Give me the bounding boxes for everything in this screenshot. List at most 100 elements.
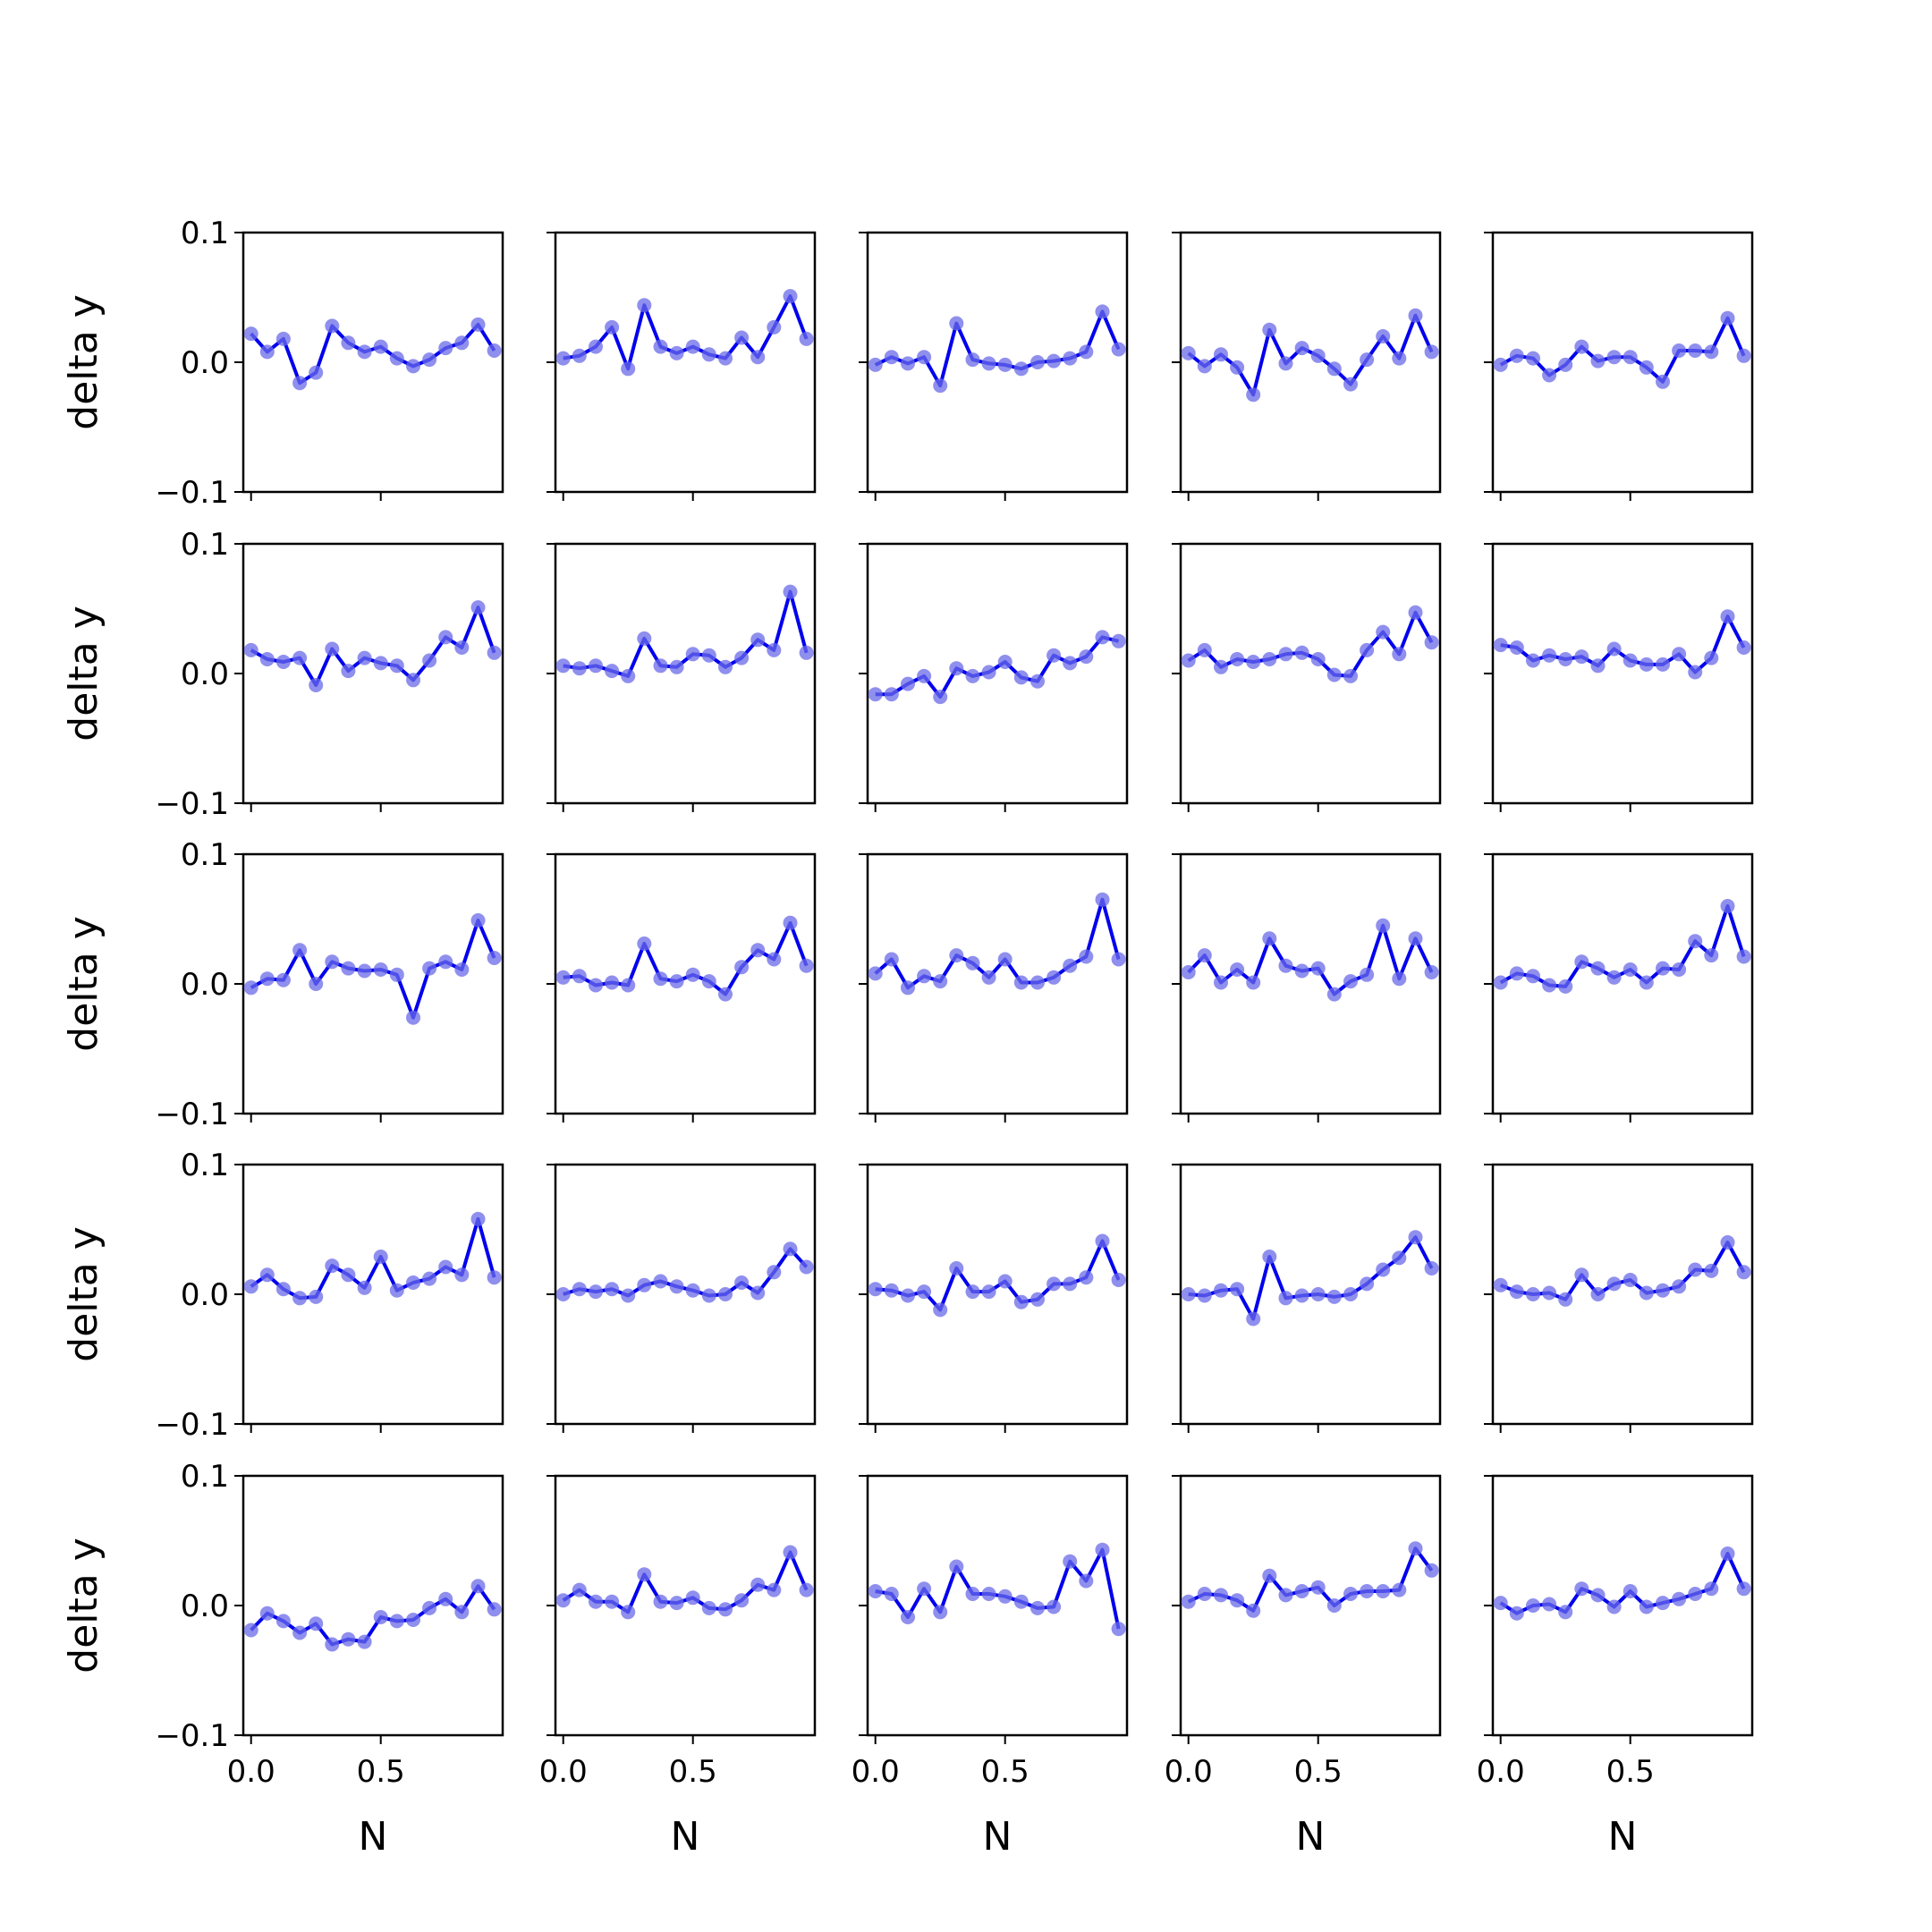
data-point	[1343, 1587, 1358, 1601]
data-point	[1197, 1288, 1212, 1303]
data-point	[406, 1275, 420, 1290]
x-tick-label: 0.5	[357, 1754, 405, 1790]
data-point	[901, 1288, 915, 1303]
subplot-r2-c1: −0.1 0.0 0.1 delta y	[61, 527, 504, 822]
data-point	[1509, 1284, 1524, 1300]
data-point	[1656, 657, 1670, 672]
x-axis-label: N	[671, 1814, 700, 1860]
data-point	[701, 347, 716, 362]
data-point	[275, 1282, 291, 1297]
data-point	[1197, 642, 1212, 657]
data-point	[309, 365, 324, 380]
data-point	[1013, 361, 1029, 377]
y-axis-label: delta y	[61, 1538, 106, 1673]
data-point	[1639, 1285, 1654, 1301]
data-point	[1079, 1573, 1094, 1589]
data-point	[389, 1614, 404, 1629]
data-point	[653, 339, 668, 354]
data-point	[685, 1590, 700, 1606]
data-point	[1111, 342, 1126, 357]
data-point	[1262, 1250, 1277, 1264]
data-point	[373, 1250, 388, 1264]
data-point	[572, 348, 587, 363]
data-point	[783, 1545, 798, 1560]
data-point	[1558, 357, 1573, 372]
data-point	[243, 1623, 258, 1638]
data-point	[1294, 1288, 1309, 1303]
y-tick-label: −0.1	[155, 786, 229, 822]
data-point	[1639, 360, 1654, 375]
data-point	[373, 1610, 388, 1624]
data-point	[1606, 1599, 1622, 1614]
data-point	[884, 952, 899, 967]
data-point	[783, 915, 798, 930]
data-point	[1542, 1285, 1557, 1301]
axes-frame	[866, 542, 1129, 805]
data-point	[470, 600, 486, 615]
data-point	[1720, 1546, 1735, 1561]
data-point	[1606, 970, 1622, 985]
y-tick-label: 0.1	[181, 216, 229, 251]
data-point	[997, 357, 1013, 372]
data-point	[1736, 1265, 1751, 1280]
x-tick-label: 0.5	[669, 1754, 717, 1790]
x-tick-label: 0.0	[1477, 1754, 1525, 1790]
data-point	[487, 951, 502, 965]
data-point	[1360, 1276, 1375, 1292]
data-point	[949, 1559, 964, 1574]
y-tick-label: 0.1	[181, 1459, 229, 1495]
data-point	[901, 676, 915, 691]
data-point	[325, 954, 340, 970]
data-point	[1246, 1603, 1261, 1618]
series-line	[1499, 1552, 1746, 1615]
subplot-r3-c2	[547, 852, 817, 1123]
data-point	[1639, 975, 1654, 990]
data-point	[1197, 1587, 1212, 1601]
subplot-r1-c1: −0.1 0.0 0.1 delta y	[61, 216, 504, 511]
data-point	[1590, 658, 1606, 674]
data-point	[1639, 1599, 1654, 1614]
data-point	[1079, 1270, 1094, 1285]
data-point	[799, 958, 814, 973]
data-point	[701, 974, 716, 989]
subplot-r3-c5	[1484, 852, 1754, 1123]
data-point	[1558, 652, 1573, 666]
data-point	[965, 1587, 980, 1601]
data-point	[1392, 971, 1407, 987]
data-point	[555, 658, 571, 674]
data-point	[669, 659, 684, 674]
axes-frame	[554, 542, 817, 805]
data-point	[1278, 1588, 1293, 1603]
data-point	[1704, 948, 1719, 963]
data-point	[783, 1241, 798, 1257]
data-point	[292, 1291, 308, 1306]
data-point	[917, 969, 932, 984]
data-point	[1230, 1282, 1245, 1297]
data-point	[1704, 1263, 1719, 1278]
data-point	[1424, 635, 1439, 650]
data-point	[1326, 987, 1342, 1002]
data-point	[1720, 899, 1735, 913]
series-line	[1499, 1241, 1746, 1301]
data-point	[1526, 653, 1540, 668]
data-point	[1214, 659, 1228, 674]
axes-frame	[554, 231, 817, 494]
data-point	[605, 319, 620, 335]
data-point	[1526, 969, 1540, 984]
data-point	[341, 1631, 356, 1647]
data-point	[1720, 310, 1735, 326]
data-point	[1526, 351, 1540, 366]
data-point	[1310, 1287, 1326, 1301]
data-point	[1181, 1594, 1196, 1609]
subplot-r4-c5	[1484, 1163, 1754, 1433]
subplot-r4-c3	[859, 1163, 1129, 1433]
data-point	[1230, 652, 1245, 666]
subplot-r5-c4: 0.0 0.5 N	[1165, 1474, 1442, 1860]
subplot-r1-c3	[859, 231, 1129, 501]
data-point	[917, 668, 932, 683]
subplot-r2-c5	[1484, 542, 1754, 812]
data-point	[767, 1265, 782, 1280]
data-point	[1623, 1584, 1638, 1598]
subplot-r4-c4	[1172, 1163, 1442, 1433]
